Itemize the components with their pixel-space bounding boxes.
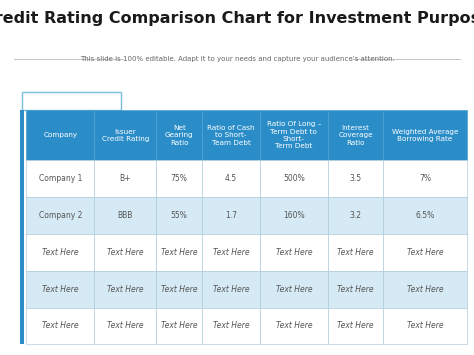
Bar xyxy=(328,197,383,234)
Text: Text Here: Text Here xyxy=(407,285,443,294)
Text: Credit Rating Comparison Chart for Investment Purpose: Credit Rating Comparison Chart for Inves… xyxy=(0,11,474,26)
Bar xyxy=(156,110,202,160)
Bar xyxy=(202,234,260,271)
Bar xyxy=(260,160,328,197)
Text: Text Here: Text Here xyxy=(275,248,312,257)
Bar xyxy=(260,197,328,234)
Text: Text Here: Text Here xyxy=(42,248,79,257)
Text: 500%: 500% xyxy=(283,174,305,183)
Text: Text Here: Text Here xyxy=(337,322,374,331)
Text: Text Here: Text Here xyxy=(213,248,249,257)
Bar xyxy=(383,307,467,344)
Text: Company 2: Company 2 xyxy=(38,211,82,220)
Text: Text Here: Text Here xyxy=(107,248,144,257)
Text: Ratio Of Long –
Term Debt to
Short-
Term Debt: Ratio Of Long – Term Debt to Short- Term… xyxy=(267,121,321,149)
Text: Text Here: Text Here xyxy=(407,248,443,257)
Bar xyxy=(260,234,328,271)
Bar xyxy=(156,234,202,271)
Bar xyxy=(202,160,260,197)
Bar xyxy=(328,234,383,271)
Bar xyxy=(202,110,260,160)
Text: BBB: BBB xyxy=(118,211,133,220)
Bar xyxy=(26,160,94,197)
Text: 3.5: 3.5 xyxy=(349,174,362,183)
Text: 6.5%: 6.5% xyxy=(415,211,435,220)
Bar xyxy=(156,160,202,197)
Text: Text Here: Text Here xyxy=(161,322,198,331)
Text: Text Here: Text Here xyxy=(42,285,79,294)
Bar xyxy=(94,307,156,344)
Bar xyxy=(26,271,94,307)
Text: 160%: 160% xyxy=(283,211,305,220)
Bar xyxy=(260,271,328,307)
Text: Text Here: Text Here xyxy=(42,322,79,331)
Text: 4.5: 4.5 xyxy=(225,174,237,183)
Bar xyxy=(94,160,156,197)
Bar xyxy=(328,307,383,344)
Bar xyxy=(94,197,156,234)
Bar xyxy=(328,160,383,197)
Text: Text Here: Text Here xyxy=(213,285,249,294)
Bar xyxy=(383,271,467,307)
Bar xyxy=(156,271,202,307)
Text: Company: Company xyxy=(43,132,77,138)
Bar xyxy=(26,307,94,344)
Text: 1.7: 1.7 xyxy=(225,211,237,220)
Bar xyxy=(26,110,94,160)
Bar xyxy=(202,307,260,344)
Text: Ratio of Cash
to Short-
Team Debt: Ratio of Cash to Short- Team Debt xyxy=(207,125,255,146)
Text: Issuer
Credit Rating: Issuer Credit Rating xyxy=(101,129,149,142)
Text: This slide is 100% editable. Adapt it to your needs and capture your audience’s : This slide is 100% editable. Adapt it to… xyxy=(80,56,394,62)
Bar xyxy=(202,271,260,307)
Text: Text Here: Text Here xyxy=(275,285,312,294)
Text: Text Here: Text Here xyxy=(337,285,374,294)
Bar xyxy=(260,110,328,160)
Bar xyxy=(383,234,467,271)
Bar xyxy=(328,271,383,307)
Text: Text Here: Text Here xyxy=(107,322,144,331)
Text: Net
Gearing
Ratio: Net Gearing Ratio xyxy=(165,125,193,146)
Text: Interest
Coverage
Ratio: Interest Coverage Ratio xyxy=(338,125,373,146)
Text: 75%: 75% xyxy=(171,174,188,183)
Bar xyxy=(94,110,156,160)
Bar xyxy=(383,160,467,197)
Text: Text Here: Text Here xyxy=(161,248,198,257)
Text: Company 1: Company 1 xyxy=(38,174,82,183)
Text: Text Here: Text Here xyxy=(161,285,198,294)
Text: Text Here: Text Here xyxy=(407,322,443,331)
Bar xyxy=(260,307,328,344)
Text: Text Here: Text Here xyxy=(275,322,312,331)
Text: Text Here: Text Here xyxy=(107,285,144,294)
Bar xyxy=(383,197,467,234)
Bar xyxy=(20,110,24,344)
Bar xyxy=(156,197,202,234)
Text: Text Here: Text Here xyxy=(337,248,374,257)
Text: Text Here: Text Here xyxy=(213,322,249,331)
Text: Weighted Average
Borrowing Rate: Weighted Average Borrowing Rate xyxy=(392,129,458,142)
Bar xyxy=(156,307,202,344)
Bar xyxy=(94,271,156,307)
Bar xyxy=(94,234,156,271)
Text: 3.2: 3.2 xyxy=(350,211,362,220)
Text: 55%: 55% xyxy=(171,211,188,220)
Bar xyxy=(328,110,383,160)
Text: 7%: 7% xyxy=(419,174,431,183)
Bar xyxy=(26,197,94,234)
Bar xyxy=(383,110,467,160)
Text: B+: B+ xyxy=(119,174,131,183)
Bar xyxy=(202,197,260,234)
Bar xyxy=(26,234,94,271)
